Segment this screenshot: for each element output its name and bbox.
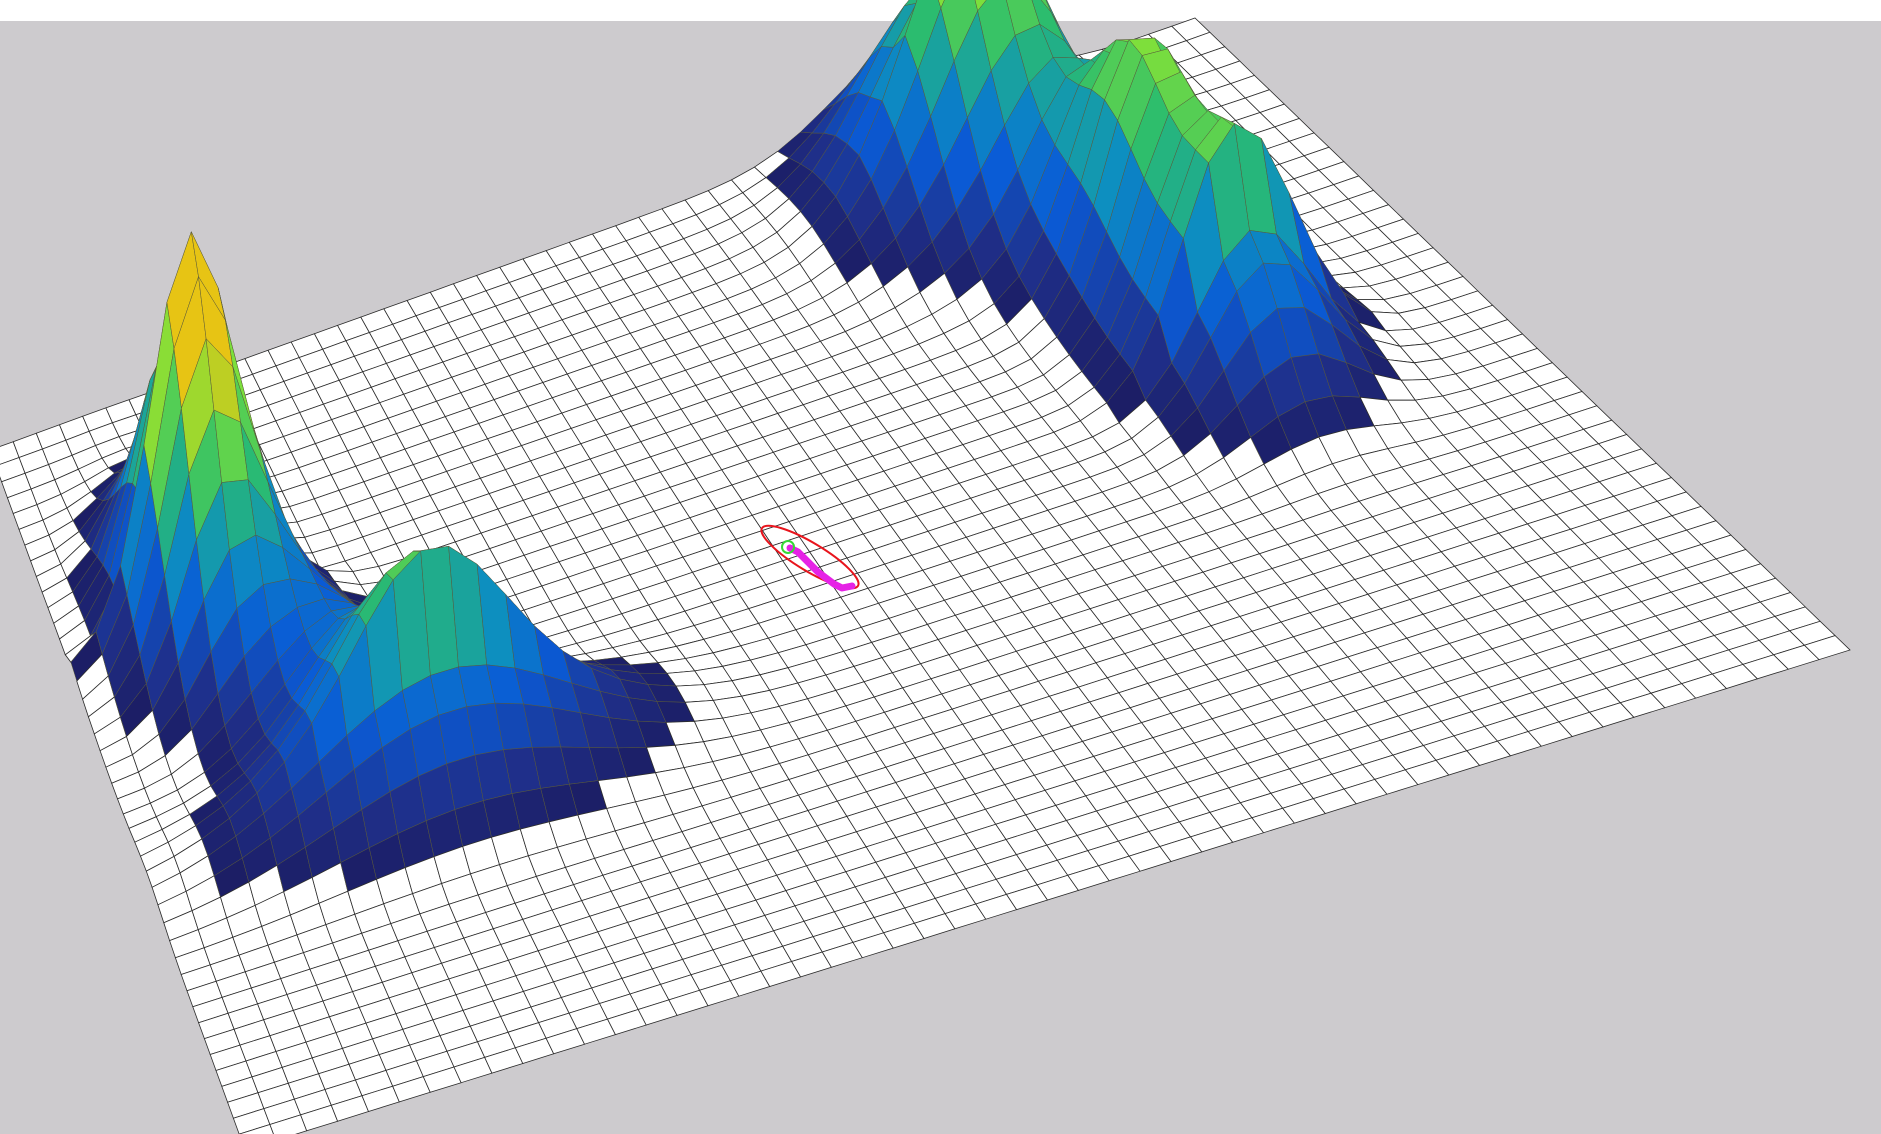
surface-patch-raised xyxy=(938,0,945,9)
surface-patch-raised xyxy=(903,0,920,6)
surface-patch-flat xyxy=(1803,635,1851,661)
target-marker xyxy=(760,524,860,592)
surface-patch-flat xyxy=(238,1124,274,1134)
surface-patch-raised xyxy=(893,0,918,48)
start-point xyxy=(781,540,795,554)
uncertainty-ellipse xyxy=(760,524,860,590)
trajectory-path xyxy=(786,544,856,592)
surface-patch-raised xyxy=(974,0,987,12)
